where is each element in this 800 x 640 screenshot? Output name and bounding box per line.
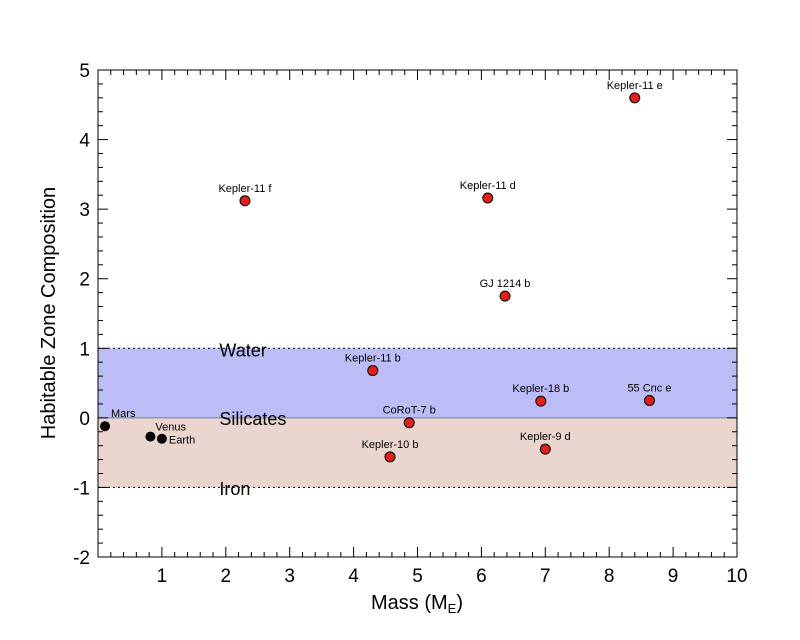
x-tick-label: 1 bbox=[157, 566, 168, 587]
point-label-kepler-11-b: Kepler-11 b bbox=[345, 353, 401, 365]
y-tick-label: 5 bbox=[79, 61, 90, 82]
y-tick-label: -1 bbox=[73, 478, 90, 499]
y-tick-label: 2 bbox=[79, 270, 90, 291]
point-label-venus: Venus bbox=[155, 422, 186, 434]
point-label-gj-1214-b: GJ 1214 b bbox=[480, 278, 531, 290]
x-axis-title-close: ) bbox=[456, 592, 463, 614]
region-water bbox=[98, 348, 737, 418]
point-earth bbox=[156, 433, 167, 444]
x-tick-label: 5 bbox=[412, 566, 423, 587]
x-axis-title-main: Mass (M bbox=[371, 592, 448, 614]
point-kepler-10-b bbox=[384, 451, 396, 463]
point-gj-1214-b bbox=[499, 290, 511, 302]
point-label-corot-7-b: CoRoT-7 b bbox=[383, 405, 436, 417]
region-label-iron: Iron bbox=[219, 479, 250, 499]
region-label-water: Water bbox=[219, 340, 266, 360]
y-tick-label: -2 bbox=[73, 548, 90, 569]
y-tick-label: 0 bbox=[79, 409, 90, 430]
x-axis-title: Mass (ME) bbox=[371, 592, 463, 616]
point-venus bbox=[145, 431, 156, 442]
point-kepler-11-f bbox=[239, 195, 251, 207]
point-label-55-cnc-e: 55 Cnc e bbox=[627, 382, 671, 394]
point-label-kepler-9-d: Kepler-9 d bbox=[520, 431, 571, 443]
point-55-cnc-e bbox=[643, 394, 655, 406]
x-tick-label: 8 bbox=[604, 566, 615, 587]
x-tick-label: 10 bbox=[726, 566, 747, 587]
point-label-kepler-11-e: Kepler-11 e bbox=[607, 80, 663, 92]
point-mars bbox=[100, 421, 111, 432]
x-tick-label: 2 bbox=[221, 566, 232, 587]
region-labels: Water Silicates Iron bbox=[219, 340, 286, 498]
tick-labels: 1 2 3 4 5 6 7 8 9 10 -2 -1 0 1 2 3 4 5 bbox=[73, 61, 747, 587]
point-kepler-11-d bbox=[482, 192, 494, 204]
y-tick-label: 4 bbox=[79, 131, 90, 152]
point-label-mars: Mars bbox=[111, 408, 136, 420]
plot-frame bbox=[97, 69, 738, 558]
point-label-kepler-11-d: Kepler-11 d bbox=[460, 180, 516, 192]
axis-ticks bbox=[97, 69, 738, 558]
point-label-kepler-11-f: Kepler-11 f bbox=[218, 183, 272, 195]
point-corot-7-b bbox=[403, 417, 415, 429]
x-tick-label: 3 bbox=[284, 566, 295, 587]
composition-regions bbox=[98, 348, 737, 557]
y-tick-label: 3 bbox=[79, 200, 90, 221]
x-tick-label: 4 bbox=[348, 566, 359, 587]
point-label-kepler-10-b: Kepler-10 b bbox=[362, 439, 419, 451]
x-tick-label: 9 bbox=[668, 566, 679, 587]
data-points bbox=[100, 92, 655, 463]
region-iron bbox=[98, 487, 737, 557]
point-kepler-11-b bbox=[367, 365, 379, 377]
y-axis-title: Habitable Zone Composition bbox=[38, 187, 60, 439]
region-label-silicates: Silicates bbox=[219, 409, 286, 429]
x-axis-title-subscript: E bbox=[448, 601, 457, 616]
x-tick-label: 6 bbox=[476, 566, 487, 587]
point-kepler-18-b bbox=[535, 395, 547, 407]
y-tick-label: 1 bbox=[79, 339, 90, 360]
point-label-kepler-18-b: Kepler-18 b bbox=[512, 383, 569, 395]
point-label-earth: Earth bbox=[169, 435, 195, 447]
point-kepler-9-d bbox=[539, 443, 551, 455]
dotted-boundaries bbox=[98, 347, 737, 488]
point-kepler-11-e bbox=[629, 92, 641, 104]
region-silicates bbox=[98, 417, 737, 488]
x-tick-label: 7 bbox=[540, 566, 551, 587]
